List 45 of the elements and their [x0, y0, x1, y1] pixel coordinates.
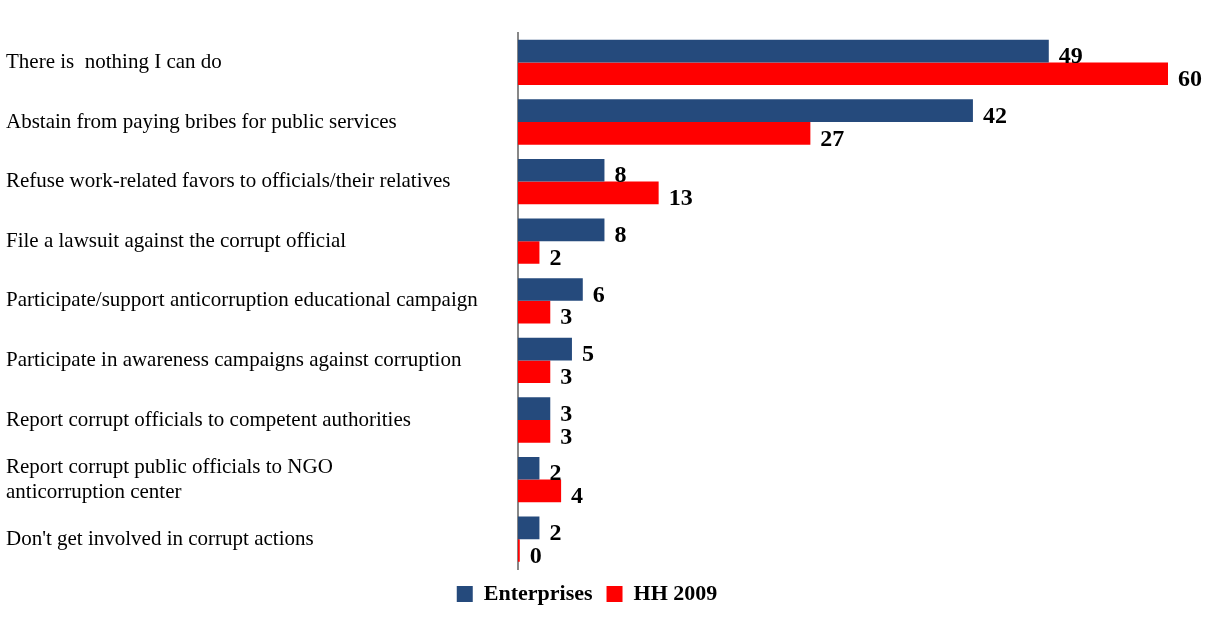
bar — [517, 539, 520, 562]
data-label: 13 — [668, 184, 693, 211]
y-tick-label: There is nothing I can do — [6, 48, 222, 73]
y-tick-label: Participate/support anticorruption educational campaign — [6, 287, 479, 312]
bar — [517, 420, 551, 443]
y-tick-label: Refuse work-related favors to officials/their relatives — [6, 168, 451, 193]
bar — [517, 181, 659, 205]
data-label: 3 — [560, 303, 573, 330]
bar — [517, 300, 551, 324]
data-label: 2 — [549, 459, 562, 486]
legend-label: HH 2009 — [633, 579, 718, 605]
data-label: 42 — [982, 101, 1007, 128]
bar — [517, 99, 973, 122]
y-tick-label: File a lawsuit against the corrupt official — [6, 227, 347, 252]
y-tick-label: Report corrupt officials to competent authorities — [6, 406, 411, 431]
bar — [517, 397, 551, 420]
bar — [517, 241, 540, 264]
data-label: 3 — [560, 362, 573, 389]
data-label: 0 — [529, 541, 542, 568]
y-tick-label: Don't get involved in corrupt actions — [6, 525, 314, 550]
bar — [517, 62, 1168, 86]
bar — [517, 337, 572, 361]
data-label: 49 — [1058, 42, 1083, 69]
bar — [517, 122, 811, 145]
bar — [517, 456, 540, 480]
data-label: 4 — [571, 482, 584, 509]
bar — [517, 158, 605, 182]
data-label: 8 — [614, 161, 627, 188]
data-label: 2 — [549, 243, 562, 270]
data-label: 6 — [592, 280, 605, 307]
data-label: 8 — [614, 221, 627, 248]
bar — [517, 218, 605, 242]
data-label: 60 — [1178, 64, 1202, 91]
bar — [517, 360, 551, 384]
bar — [517, 39, 1049, 63]
legend-label: Enterprises — [483, 579, 593, 605]
bar — [517, 479, 562, 503]
y-tick-label: Report corrupt public officials to NGO anticorruption center — [6, 453, 333, 503]
data-label: 27 — [820, 124, 845, 151]
y-tick-label: Participate in awareness campaigns against corruption — [6, 346, 462, 371]
y-tick-label: Abstain from paying bribes for public services — [6, 108, 397, 133]
bar — [517, 278, 583, 301]
bar — [517, 516, 540, 540]
data-label: 5 — [581, 340, 594, 367]
data-label: 2 — [549, 519, 562, 546]
